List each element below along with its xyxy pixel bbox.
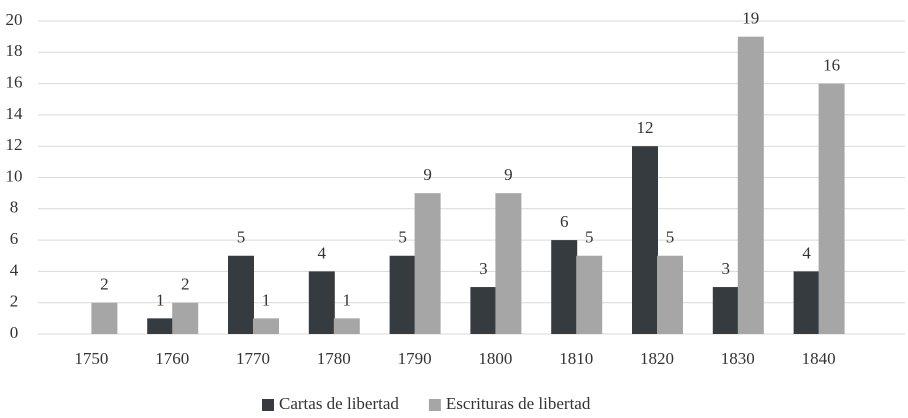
bar [308,271,335,334]
bar [333,318,360,334]
value-label: 5 [666,228,675,247]
bar [818,83,845,334]
value-label: 5 [237,228,246,247]
x-tick-label: 1750 [74,349,108,368]
y-tick-label: 16 [6,73,23,92]
bar [147,318,174,334]
y-tick-label: 2 [10,292,19,311]
bar [793,271,820,334]
legend-label: Escrituras de libertad [446,394,591,413]
y-tick-label: 10 [6,166,23,185]
value-label: 12 [637,118,654,137]
value-label: 16 [823,56,840,75]
value-label: 1 [343,290,352,309]
value-label: 3 [722,259,731,278]
x-tick-label: 1790 [398,349,432,368]
value-label: 19 [742,9,759,28]
y-tick-label: 0 [10,323,19,342]
x-tick-label: 1820 [640,349,674,368]
y-tick-label: 6 [10,229,19,248]
value-label: 4 [318,243,327,262]
legend-label: Cartas de libertad [279,394,399,413]
y-tick-label: 8 [10,198,19,217]
x-tick-label: 1780 [317,349,351,368]
x-tick-label: 1840 [802,349,836,368]
value-label: 2 [181,275,190,294]
value-label: 2 [100,275,109,294]
legend-swatch [428,399,441,411]
value-label: 6 [560,212,569,231]
value-label: 1 [262,290,271,309]
bar [253,318,279,334]
value-label: 9 [504,165,513,184]
legend-swatch [262,399,274,411]
bar [737,36,764,335]
value-label: 9 [423,165,432,184]
value-label: 4 [802,243,811,262]
bar [712,287,739,334]
bar [495,193,522,334]
bar [91,302,118,334]
value-label: 1 [156,290,165,309]
x-tick-label: 1800 [478,349,512,368]
bar [632,146,658,334]
value-label: 5 [398,228,407,247]
x-tick-label: 1760 [155,349,189,368]
bar [172,302,199,334]
bar [389,255,416,334]
bar [551,240,578,334]
y-tick-label: 4 [10,260,19,279]
value-label: 3 [479,259,488,278]
bar [228,255,254,334]
y-tick-label: 12 [6,135,23,154]
value-label: 5 [585,228,594,247]
y-tick-label: 14 [6,104,24,123]
bar [576,255,603,334]
x-tick-label: 1770 [236,349,270,368]
x-tick-label: 1810 [559,349,593,368]
x-tick-label: 1830 [721,349,755,368]
y-tick-label: 20 [6,10,23,29]
y-tick-label: 18 [6,41,23,60]
bar [657,255,683,334]
bar [470,287,497,334]
bar [414,193,441,334]
